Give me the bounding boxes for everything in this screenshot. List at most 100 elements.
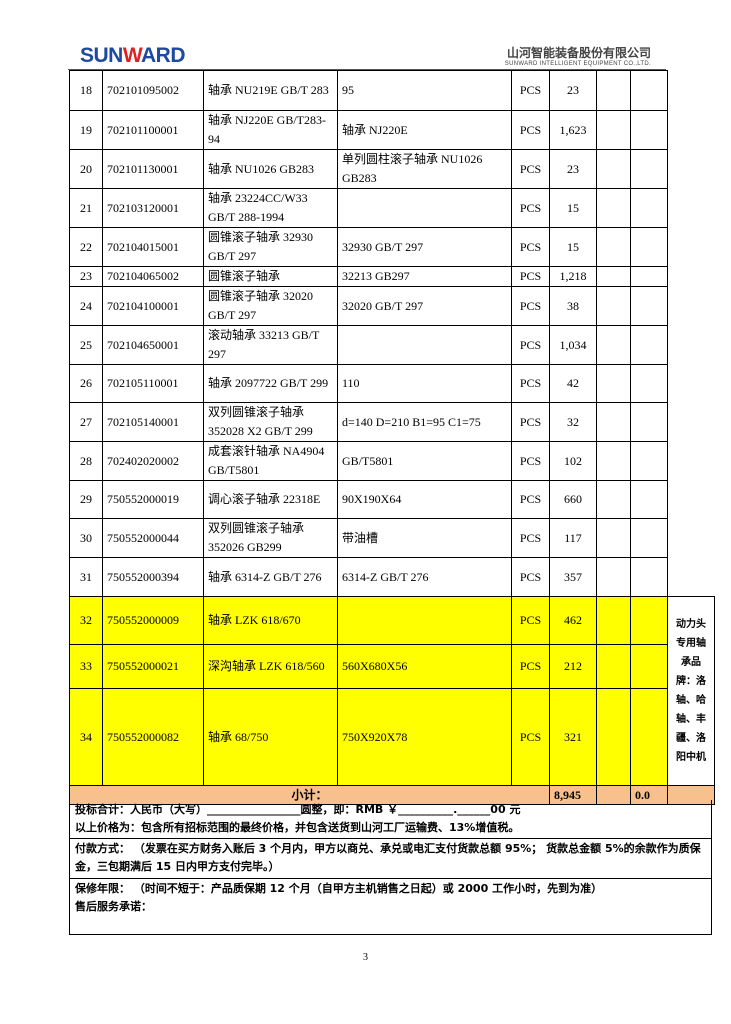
material-code: 702103120001	[102, 188, 204, 228]
empty-note	[667, 70, 715, 111]
amount-cell	[630, 227, 668, 267]
row-number: 22	[69, 227, 103, 267]
unit-price-cell	[596, 266, 631, 287]
quantity: 660	[549, 480, 597, 519]
quantity: 15	[549, 188, 597, 228]
material-name: 调心滚子轴承 22318E	[203, 480, 338, 519]
specification: GB/T5801	[337, 441, 512, 481]
specification	[337, 596, 512, 645]
table-row: 21 702103120001 轴承 23224CC/W33 GB/T 288-19…	[69, 188, 715, 228]
amount-cell	[630, 644, 668, 689]
table-row: 25 702104650001 滚动轴承 33213 GB/T 297 PCS 1,03…	[69, 325, 715, 365]
unit-price-cell	[596, 325, 631, 365]
row-number: 21	[69, 188, 103, 228]
material-code: 702402020002	[102, 441, 204, 481]
unit-price-cell	[596, 557, 631, 597]
material-code: 750552000019	[102, 480, 204, 519]
specification: 90X190X64	[337, 480, 512, 519]
empty-note	[667, 402, 715, 442]
row-number: 32	[69, 596, 103, 645]
material-code: 750552000021	[102, 644, 204, 689]
specification	[337, 325, 512, 365]
material-name: 轴承 68/750	[203, 688, 338, 786]
total-line: 投标合计：人民币（大写）_________________圆整，即：RMB ￥_…	[75, 803, 521, 816]
table-row: 27 702105140001 双列圆锥滚子轴承 352028 X2 GB/T 29…	[69, 402, 715, 442]
material-code: 702104065002	[102, 266, 204, 287]
header-divider	[68, 69, 666, 70]
brand-note: 动力头专用轴承品牌：洛轴、哈轴、丰疆、洛阳中机	[667, 596, 715, 786]
material-name: 轴承 2097722 GB/T 299	[203, 364, 338, 403]
row-number: 33	[69, 644, 103, 689]
price-note: 以上价格为：包含所有招标范围的最终价格，并包含送货到山河工厂运输费、13%增值税…	[75, 821, 520, 834]
row-number: 30	[69, 518, 103, 558]
unit-price-cell	[596, 70, 631, 111]
subtotal-row: 小计： 8,945 0.0	[69, 785, 715, 805]
material-code: 702104015001	[102, 227, 204, 267]
material-code: 702105140001	[102, 402, 204, 442]
unit: PCS	[511, 286, 550, 326]
total-section: 投标合计：人民币（大写）_________________圆整，即：RMB ￥_…	[69, 800, 712, 839]
subtotal-empty	[596, 785, 631, 805]
amount-cell	[630, 70, 668, 111]
row-number: 25	[69, 325, 103, 365]
material-name: 深沟轴承 LZK 618/560	[203, 644, 338, 689]
row-number: 23	[69, 266, 103, 287]
material-name: 轴承 NU1026 GB283	[203, 149, 338, 189]
material-name: 滚动轴承 33213 GB/T 297	[203, 325, 338, 365]
unit: PCS	[511, 441, 550, 481]
unit: PCS	[511, 227, 550, 267]
material-code: 702101100001	[102, 110, 204, 150]
amount-cell	[630, 188, 668, 228]
unit: PCS	[511, 518, 550, 558]
unit: PCS	[511, 364, 550, 403]
unit-price-cell	[596, 286, 631, 326]
table-row: 19 702101100001 轴承 NJ220E GB/T283-94 轴承 NJ2…	[69, 110, 715, 150]
payment-section: 付款方式： （发票在买方财务入账后 3 个月内，甲方以商兑、承兑或电汇支付货款总…	[69, 839, 712, 879]
specification: 轴承 NJ220E	[337, 110, 512, 150]
company-name-cn: 山河智能装备股份有限公司	[506, 46, 651, 60]
material-name: 成套滚针轴承 NA4904 GB/T5801	[203, 441, 338, 481]
table-row: 22 702104015001 圆锥滚子轴承 32930 GB/T 297 32930…	[69, 227, 715, 267]
subtotal-quantity: 8,945	[549, 785, 597, 805]
quantity: 1,034	[549, 325, 597, 365]
unit-price-cell	[596, 596, 631, 645]
unit-price-cell	[596, 364, 631, 403]
company-name-en: SUNWARD INTELLIGENT EQUIPMENT CO.,LTD.	[504, 61, 651, 67]
amount-cell	[630, 480, 668, 519]
specification: 6314-Z GB/T 276	[337, 557, 512, 597]
unit: PCS	[511, 149, 550, 189]
warranty-section: 保修年限： （时间不短于：产品质保期 12 个月（自甲方主机销售之日起）或 20…	[69, 879, 712, 935]
table-row: 34 750552000082 轴承 68/750 750X920X78 PCS 321	[69, 688, 715, 786]
row-number: 19	[69, 110, 103, 150]
amount-cell	[630, 402, 668, 442]
material-code: 702105110001	[102, 364, 204, 403]
amount-cell	[630, 364, 668, 403]
table-row: 29 750552000019 调心滚子轴承 22318E 90X190X64 PCS 6…	[69, 480, 715, 519]
material-name: 轴承 6314-Z GB/T 276	[203, 557, 338, 597]
quantity: 212	[549, 644, 597, 689]
amount-cell	[630, 149, 668, 189]
amount-cell	[630, 266, 668, 287]
material-code: 750552000394	[102, 557, 204, 597]
specification: 32020 GB/T 297	[337, 286, 512, 326]
subtotal-note	[667, 785, 715, 805]
unit-price-cell	[596, 441, 631, 481]
material-name: 轴承 23224CC/W33 GB/T 288-1994	[203, 188, 338, 228]
specification: 单列圆柱滚子轴承 NU1026 GB283	[337, 149, 512, 189]
material-name: 圆锥滚子轴承	[203, 266, 338, 287]
subtotal-label: 小计：	[69, 785, 550, 805]
quantity: 42	[549, 364, 597, 403]
unit-price-cell	[596, 644, 631, 689]
material-name: 轴承 NU219E GB/T 283	[203, 70, 338, 111]
table-row: 23 702104065002 圆锥滚子轴承 32213 GB297 PCS 1,218	[69, 266, 715, 287]
table-row: 20 702101130001 轴承 NU1026 GB283 单列圆柱滚子轴承 NU…	[69, 149, 715, 189]
empty-note	[667, 266, 715, 287]
unit: PCS	[511, 325, 550, 365]
quantity: 1,623	[549, 110, 597, 150]
specification: 带油槽	[337, 518, 512, 558]
material-code: 750552000044	[102, 518, 204, 558]
specification: 750X920X78	[337, 688, 512, 786]
sunward-logo: SUNWARD	[80, 44, 186, 67]
unit-price-cell	[596, 518, 631, 558]
amount-cell	[630, 518, 668, 558]
